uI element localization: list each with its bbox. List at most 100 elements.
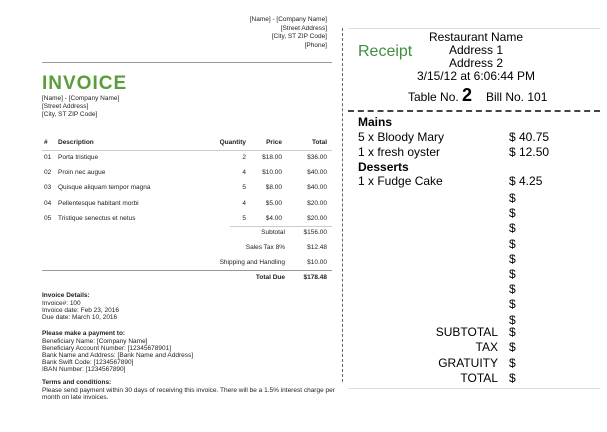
total-value: $ bbox=[509, 340, 516, 355]
cell: Pellentesque habitant morbi bbox=[58, 199, 139, 207]
column-header: # bbox=[44, 139, 48, 146]
blank-price: $ bbox=[509, 282, 516, 297]
section-line: Invoice#: 100 bbox=[42, 299, 81, 307]
blank-price: $ bbox=[509, 312, 516, 327]
total-value: $ bbox=[509, 325, 516, 339]
item-price: $ 12.50 bbox=[509, 144, 550, 159]
section-line: Please send payment within 30 days of re… bbox=[42, 386, 335, 394]
total-value: $ bbox=[509, 370, 516, 385]
blank-price: $ bbox=[509, 251, 516, 266]
rule bbox=[42, 150, 332, 151]
cell: $36.00 bbox=[307, 154, 327, 161]
summary-value: $156.00 bbox=[303, 229, 328, 236]
bill-to-line: [Name] - [Company Name] bbox=[42, 95, 120, 102]
cell: Tristique senectus et netus bbox=[58, 214, 136, 222]
item: 1 x fresh oyster bbox=[358, 144, 441, 159]
item: 5 x Bloody Mary bbox=[358, 129, 445, 144]
summary-label: Subtotal bbox=[261, 229, 285, 236]
blank-price: $ bbox=[509, 191, 516, 205]
column-header: Total bbox=[311, 139, 327, 146]
item-price: $ 4.25 bbox=[509, 174, 543, 188]
summary-value: $178.48 bbox=[303, 274, 328, 281]
section-line: month on late invoices. bbox=[42, 393, 109, 401]
sender-line: [Name] - [Company Name] bbox=[249, 16, 327, 23]
section-heading: Please make a payment to: bbox=[42, 330, 126, 337]
summary-value: $10.00 bbox=[307, 259, 327, 266]
section-heading: Invoice Details: bbox=[42, 292, 90, 299]
cell: Porta tristique bbox=[58, 154, 99, 161]
cell: 4 bbox=[242, 169, 246, 177]
section-line: Invoice date: Feb 23, 2016 bbox=[42, 306, 119, 314]
total-value: $ bbox=[509, 355, 516, 370]
blank-price: $ bbox=[509, 297, 516, 312]
bill-to-line: [City, ST ZIP Code] bbox=[42, 111, 98, 118]
cell: $18.00 bbox=[262, 154, 282, 161]
rule bbox=[42, 62, 332, 63]
summary-value: $12.48 bbox=[307, 244, 327, 251]
cell: $5.00 bbox=[265, 199, 282, 207]
section-heading: Mains bbox=[358, 115, 393, 129]
section-line: IBAN Number: [1234567890] bbox=[42, 365, 126, 373]
cell: 2 bbox=[242, 154, 246, 161]
section-heading: Desserts bbox=[358, 159, 409, 174]
sender-line: [Street Address] bbox=[280, 24, 327, 32]
rule bbox=[348, 28, 600, 29]
summary-label: Shipping and Handling bbox=[219, 259, 285, 266]
rule bbox=[348, 388, 600, 389]
cell: $20.00 bbox=[307, 214, 327, 222]
blank-price: $ bbox=[509, 236, 516, 251]
table-label: Table No. bbox=[408, 90, 459, 104]
sender-line: [Phone] bbox=[304, 41, 327, 49]
receipt-header: Address 2 bbox=[448, 56, 504, 70]
total-label: TAX bbox=[475, 340, 498, 355]
cell: 01 bbox=[44, 154, 52, 161]
invoice-title: INVOICE bbox=[42, 73, 128, 94]
cell: 5 bbox=[242, 184, 246, 192]
summary-label: Sales Tax 8% bbox=[245, 244, 285, 251]
cell: 02 bbox=[44, 169, 52, 177]
column-header: Price bbox=[266, 139, 282, 146]
blank-price: $ bbox=[509, 267, 516, 281]
total-label: TOTAL bbox=[460, 370, 498, 385]
item-price: $ 40.75 bbox=[509, 129, 550, 144]
section-line: Bank Swift Code: [1234567890] bbox=[42, 358, 134, 366]
column-header: Description bbox=[58, 139, 94, 146]
cell: $10.00 bbox=[262, 169, 282, 177]
table-number: 2 bbox=[462, 85, 473, 105]
total-label: GRATUITY bbox=[438, 355, 498, 370]
total-label: SUBTOTAL bbox=[435, 325, 498, 339]
section-line: Bank Name and Address: [Bank Name and Ad… bbox=[42, 351, 194, 359]
receipt-header: Address 1 bbox=[448, 43, 504, 57]
receipt-label: Receipt bbox=[358, 43, 413, 60]
cell: 05 bbox=[44, 214, 52, 222]
receipt-header: 3/15/12 at 6:06:44 PM bbox=[416, 69, 536, 83]
cell: $40.00 bbox=[307, 169, 327, 177]
cell: $40.00 bbox=[307, 184, 327, 192]
section-line: Beneficiary Name: [Company Name] bbox=[42, 337, 148, 345]
sender-line: [City, ST ZIP Code] bbox=[271, 33, 327, 40]
cell: 03 bbox=[44, 184, 52, 192]
blank-price: $ bbox=[509, 221, 516, 236]
section-heading: Terms and conditions: bbox=[42, 379, 112, 386]
section-line: Beneficiary Account Number: [12345678901… bbox=[42, 344, 172, 352]
bill-number: Bill No. 101 bbox=[486, 90, 548, 104]
rule bbox=[348, 110, 600, 112]
cell: $20.00 bbox=[307, 199, 327, 207]
bill-to-line: [Street Address] bbox=[42, 103, 89, 110]
section-line: Due date: March 10, 2016 bbox=[42, 313, 118, 321]
item: 1 x Fudge Cake bbox=[358, 174, 443, 188]
cell: $4.00 bbox=[265, 214, 282, 222]
receipt-header: Restaurant Name bbox=[428, 30, 524, 44]
column-header: Quantity bbox=[219, 139, 246, 146]
cell: 04 bbox=[44, 199, 52, 207]
cell: 5 bbox=[242, 214, 246, 222]
cell: $8.00 bbox=[265, 184, 282, 192]
cell: 4 bbox=[242, 199, 246, 207]
summary-label: Total Due bbox=[255, 274, 285, 281]
separator bbox=[342, 28, 343, 382]
rule bbox=[42, 270, 332, 271]
rule bbox=[230, 226, 332, 227]
blank-price: $ bbox=[509, 206, 516, 221]
cell: Quisque aliquam tempor magna bbox=[58, 184, 151, 192]
